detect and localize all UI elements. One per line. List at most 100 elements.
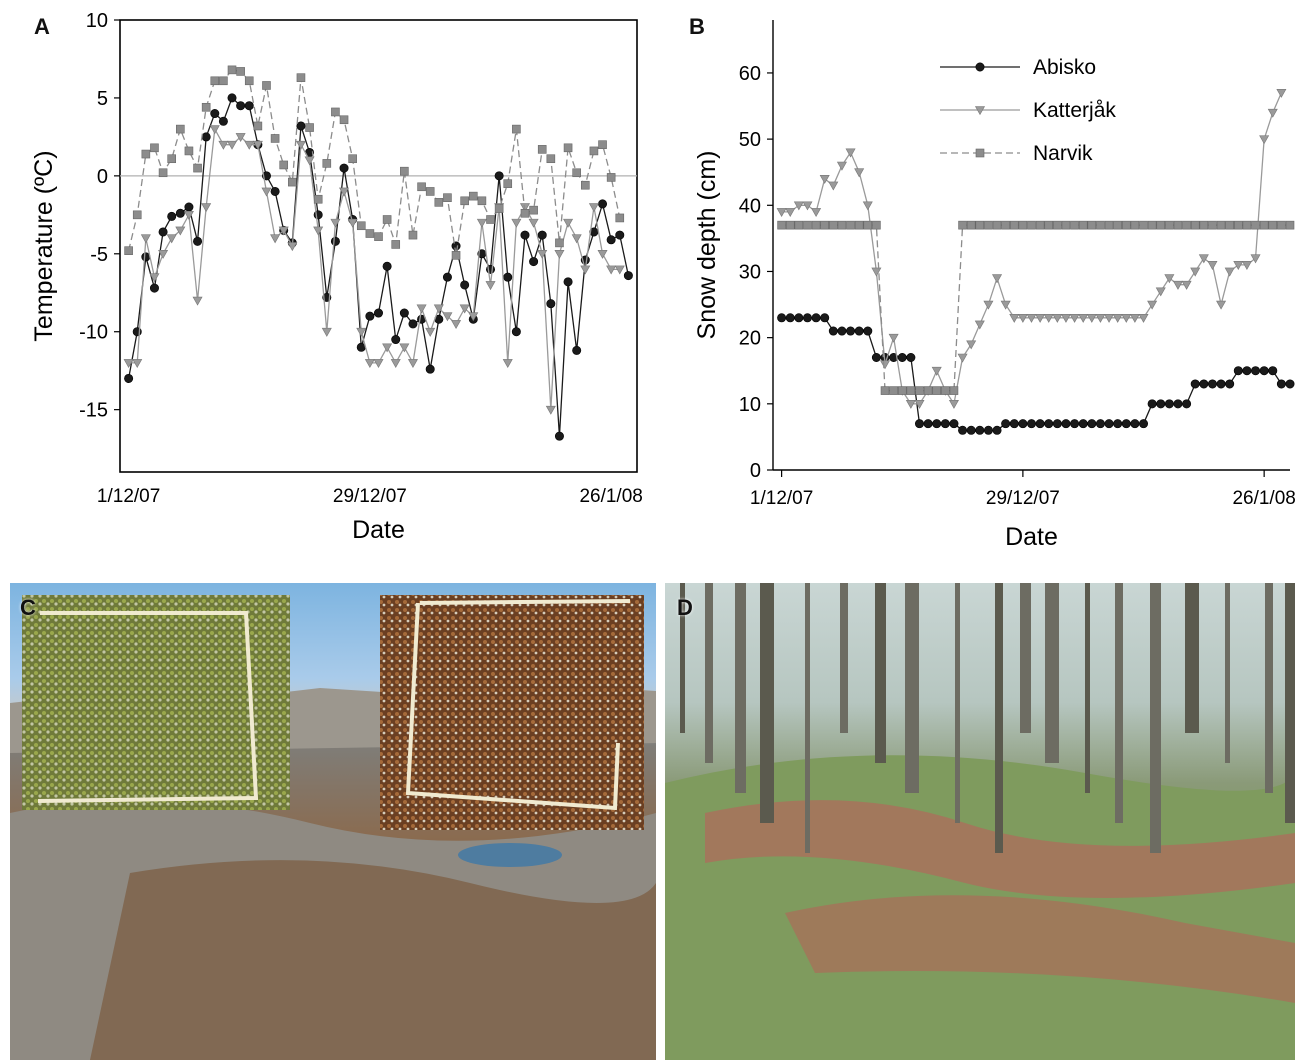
data-point-katterjak xyxy=(459,304,470,314)
data-point-katterjak xyxy=(364,359,375,369)
data-point-narvik xyxy=(529,205,538,215)
data-point-abisko xyxy=(1087,419,1097,429)
red-heath-front xyxy=(785,895,1295,1003)
data-point-katterjak xyxy=(287,242,298,252)
data-point-narvik xyxy=(270,134,280,143)
tree-trunk xyxy=(1225,583,1230,763)
data-point-katterjak xyxy=(537,249,548,259)
data-point-katterjak xyxy=(563,218,574,228)
data-point-abisko xyxy=(270,186,280,196)
series-abisko xyxy=(777,313,1295,435)
data-point-katterjak xyxy=(1241,261,1252,270)
data-point-narvik xyxy=(460,196,469,206)
data-point-narvik xyxy=(356,221,366,231)
data-point-katterjak xyxy=(1276,88,1287,98)
photo-alpine-heath: C xyxy=(10,583,656,1060)
data-point-katterjak xyxy=(1060,313,1071,323)
data-point-narvik xyxy=(417,182,426,192)
data-point-katterjak xyxy=(571,234,582,244)
data-point-abisko xyxy=(975,425,985,435)
data-point-katterjak xyxy=(1035,313,1046,323)
data-point-abisko xyxy=(1070,419,1080,429)
data-point-narvik xyxy=(589,146,599,156)
data-point-abisko xyxy=(1242,366,1252,376)
data-point-narvik xyxy=(313,194,323,204)
data-point-katterjak xyxy=(888,333,899,343)
data-point-abisko xyxy=(1078,419,1088,429)
data-point-abisko xyxy=(511,327,521,337)
data-point-narvik xyxy=(150,143,159,153)
legend-marker-abisko xyxy=(975,62,985,72)
data-point-abisko xyxy=(193,236,203,246)
data-point-katterjak xyxy=(1233,261,1244,270)
data-point-katterjak xyxy=(175,226,186,236)
photo-pine-forest: D xyxy=(665,583,1295,1060)
data-point-narvik xyxy=(408,230,418,240)
data-point-abisko xyxy=(494,171,504,181)
data-point-katterjak xyxy=(828,181,839,191)
panel-letter-d: D xyxy=(677,595,693,620)
data-point-katterjak xyxy=(1164,274,1175,284)
photo-c-scene xyxy=(10,595,656,1060)
data-point-narvik xyxy=(1147,220,1157,230)
data-point-narvik xyxy=(425,187,435,196)
data-point-katterjak xyxy=(854,168,865,178)
data-point-katterjak xyxy=(1078,313,1089,323)
data-point-narvik xyxy=(451,251,461,260)
data-point-narvik xyxy=(984,220,993,230)
panel-letter-a: A xyxy=(34,14,50,39)
data-point-abisko xyxy=(399,308,409,318)
tree-trunk xyxy=(840,583,848,733)
data-point-abisko xyxy=(1190,379,1200,389)
data-point-katterjak xyxy=(914,400,925,409)
data-point-narvik xyxy=(1070,220,1079,230)
tree-trunk xyxy=(875,583,886,763)
data-point-abisko xyxy=(537,230,547,240)
data-point-narvik xyxy=(305,123,314,132)
data-point-abisko xyxy=(1130,419,1140,429)
data-point-narvik xyxy=(365,229,375,238)
x-axis-label: Date xyxy=(352,516,405,544)
data-point-katterjak xyxy=(313,226,324,236)
x-tick-label: 1/12/07 xyxy=(97,486,160,507)
tree-trunk xyxy=(1150,583,1161,853)
data-point-katterjak xyxy=(511,218,522,228)
data-point-katterjak xyxy=(166,234,177,244)
x-tick-label: 29/12/07 xyxy=(333,486,407,507)
pond xyxy=(458,843,562,867)
data-point-narvik xyxy=(322,159,332,168)
data-point-abisko xyxy=(373,308,383,318)
tree-trunk xyxy=(1045,583,1059,763)
y-tick-label: -5 xyxy=(90,244,108,266)
data-point-abisko xyxy=(966,425,976,435)
data-point-narvik xyxy=(1027,220,1036,230)
data-point-narvik xyxy=(1061,220,1071,230)
x-tick-label: 29/12/07 xyxy=(986,488,1060,509)
data-point-narvik xyxy=(966,220,976,230)
data-point-narvik xyxy=(1208,220,1217,230)
data-point-abisko xyxy=(1225,379,1235,389)
data-point-abisko xyxy=(615,230,625,240)
data-point-katterjak xyxy=(1104,313,1115,323)
data-point-narvik xyxy=(863,220,873,230)
data-point-abisko xyxy=(1156,399,1166,409)
data-point-abisko xyxy=(1095,419,1105,429)
data-point-katterjak xyxy=(871,267,882,277)
series-line-narvik xyxy=(781,224,1290,392)
data-point-abisko xyxy=(1207,379,1217,389)
data-point-katterjak xyxy=(1198,254,1209,264)
y-axis-label: Snow depth (cm) xyxy=(693,151,721,340)
tree-trunk xyxy=(1285,583,1295,823)
data-point-narvik xyxy=(975,220,985,230)
data-point-narvik xyxy=(546,154,556,164)
data-point-abisko xyxy=(828,326,838,336)
data-point-narvik xyxy=(244,76,254,86)
y-tick-label: -10 xyxy=(79,322,108,344)
data-point-narvik xyxy=(288,177,297,187)
data-point-abisko xyxy=(863,326,873,336)
data-point-narvik xyxy=(555,238,564,248)
data-point-abisko xyxy=(1027,419,1037,429)
data-point-narvik xyxy=(846,220,855,230)
data-point-abisko xyxy=(330,236,340,246)
